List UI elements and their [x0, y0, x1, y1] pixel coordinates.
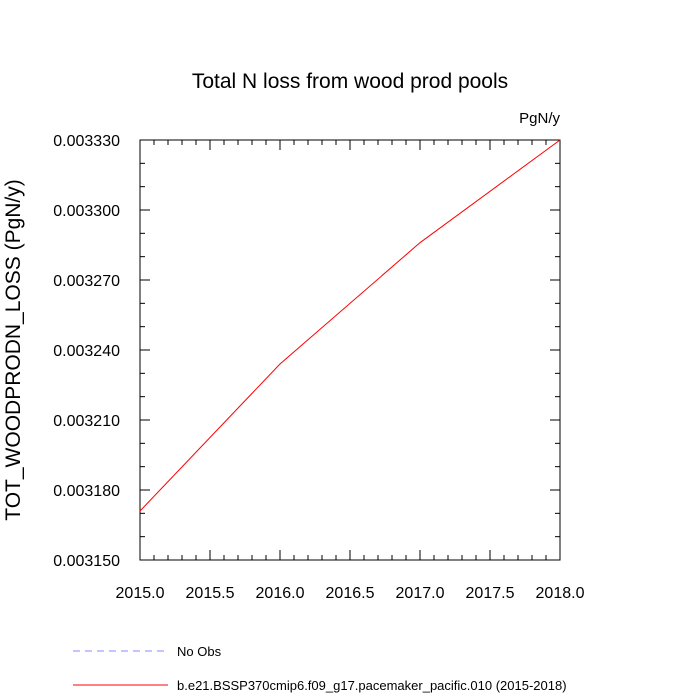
y-tick-label: 0.003270: [53, 273, 120, 290]
x-tick-label: 2017.0: [396, 585, 445, 602]
y-tick-label: 0.003210: [53, 413, 120, 430]
series-lines: [139, 139, 561, 512]
y-tick-label: 0.003180: [53, 483, 120, 500]
axis-ticks: [139, 139, 561, 561]
series-line-1: [139, 139, 561, 512]
y-axis-label: TOT_WOODPRODN_LOSS (PgN/y): [2, 179, 25, 521]
units-label: PgN/y: [519, 110, 560, 127]
legend: No Obs b.e21.BSSP370cmip6.f09_g17.pacemak…: [73, 644, 567, 693]
x-tick-label: 2018.0: [536, 585, 585, 602]
legend-label-1: b.e21.BSSP370cmip6.f09_g17.pacemaker_pac…: [177, 678, 567, 693]
x-tick-label: 2016.5: [326, 585, 375, 602]
x-tick-label: 2016.0: [256, 585, 305, 602]
x-tick-label: 2015.0: [116, 585, 165, 602]
y-tick-labels: 0.003150 0.003180 0.003210 0.003240 0.003270…: [53, 133, 120, 570]
y-tick-label: 0.003330: [53, 133, 120, 150]
x-tick-label: 2017.5: [466, 585, 515, 602]
chart-title: Total N loss from wood prod pools: [192, 70, 508, 93]
y-tick-label: 0.003150: [53, 553, 120, 570]
legend-label-0: No Obs: [177, 644, 222, 659]
y-tick-label: 0.003300: [53, 203, 120, 220]
plot-frame: [139, 139, 561, 561]
x-tick-label: 2015.5: [186, 585, 235, 602]
y-tick-label: 0.003240: [53, 343, 120, 360]
x-tick-labels: 2015.0 2015.5 2016.0 2016.5 2017.0 2017.5 2018…: [116, 585, 585, 602]
